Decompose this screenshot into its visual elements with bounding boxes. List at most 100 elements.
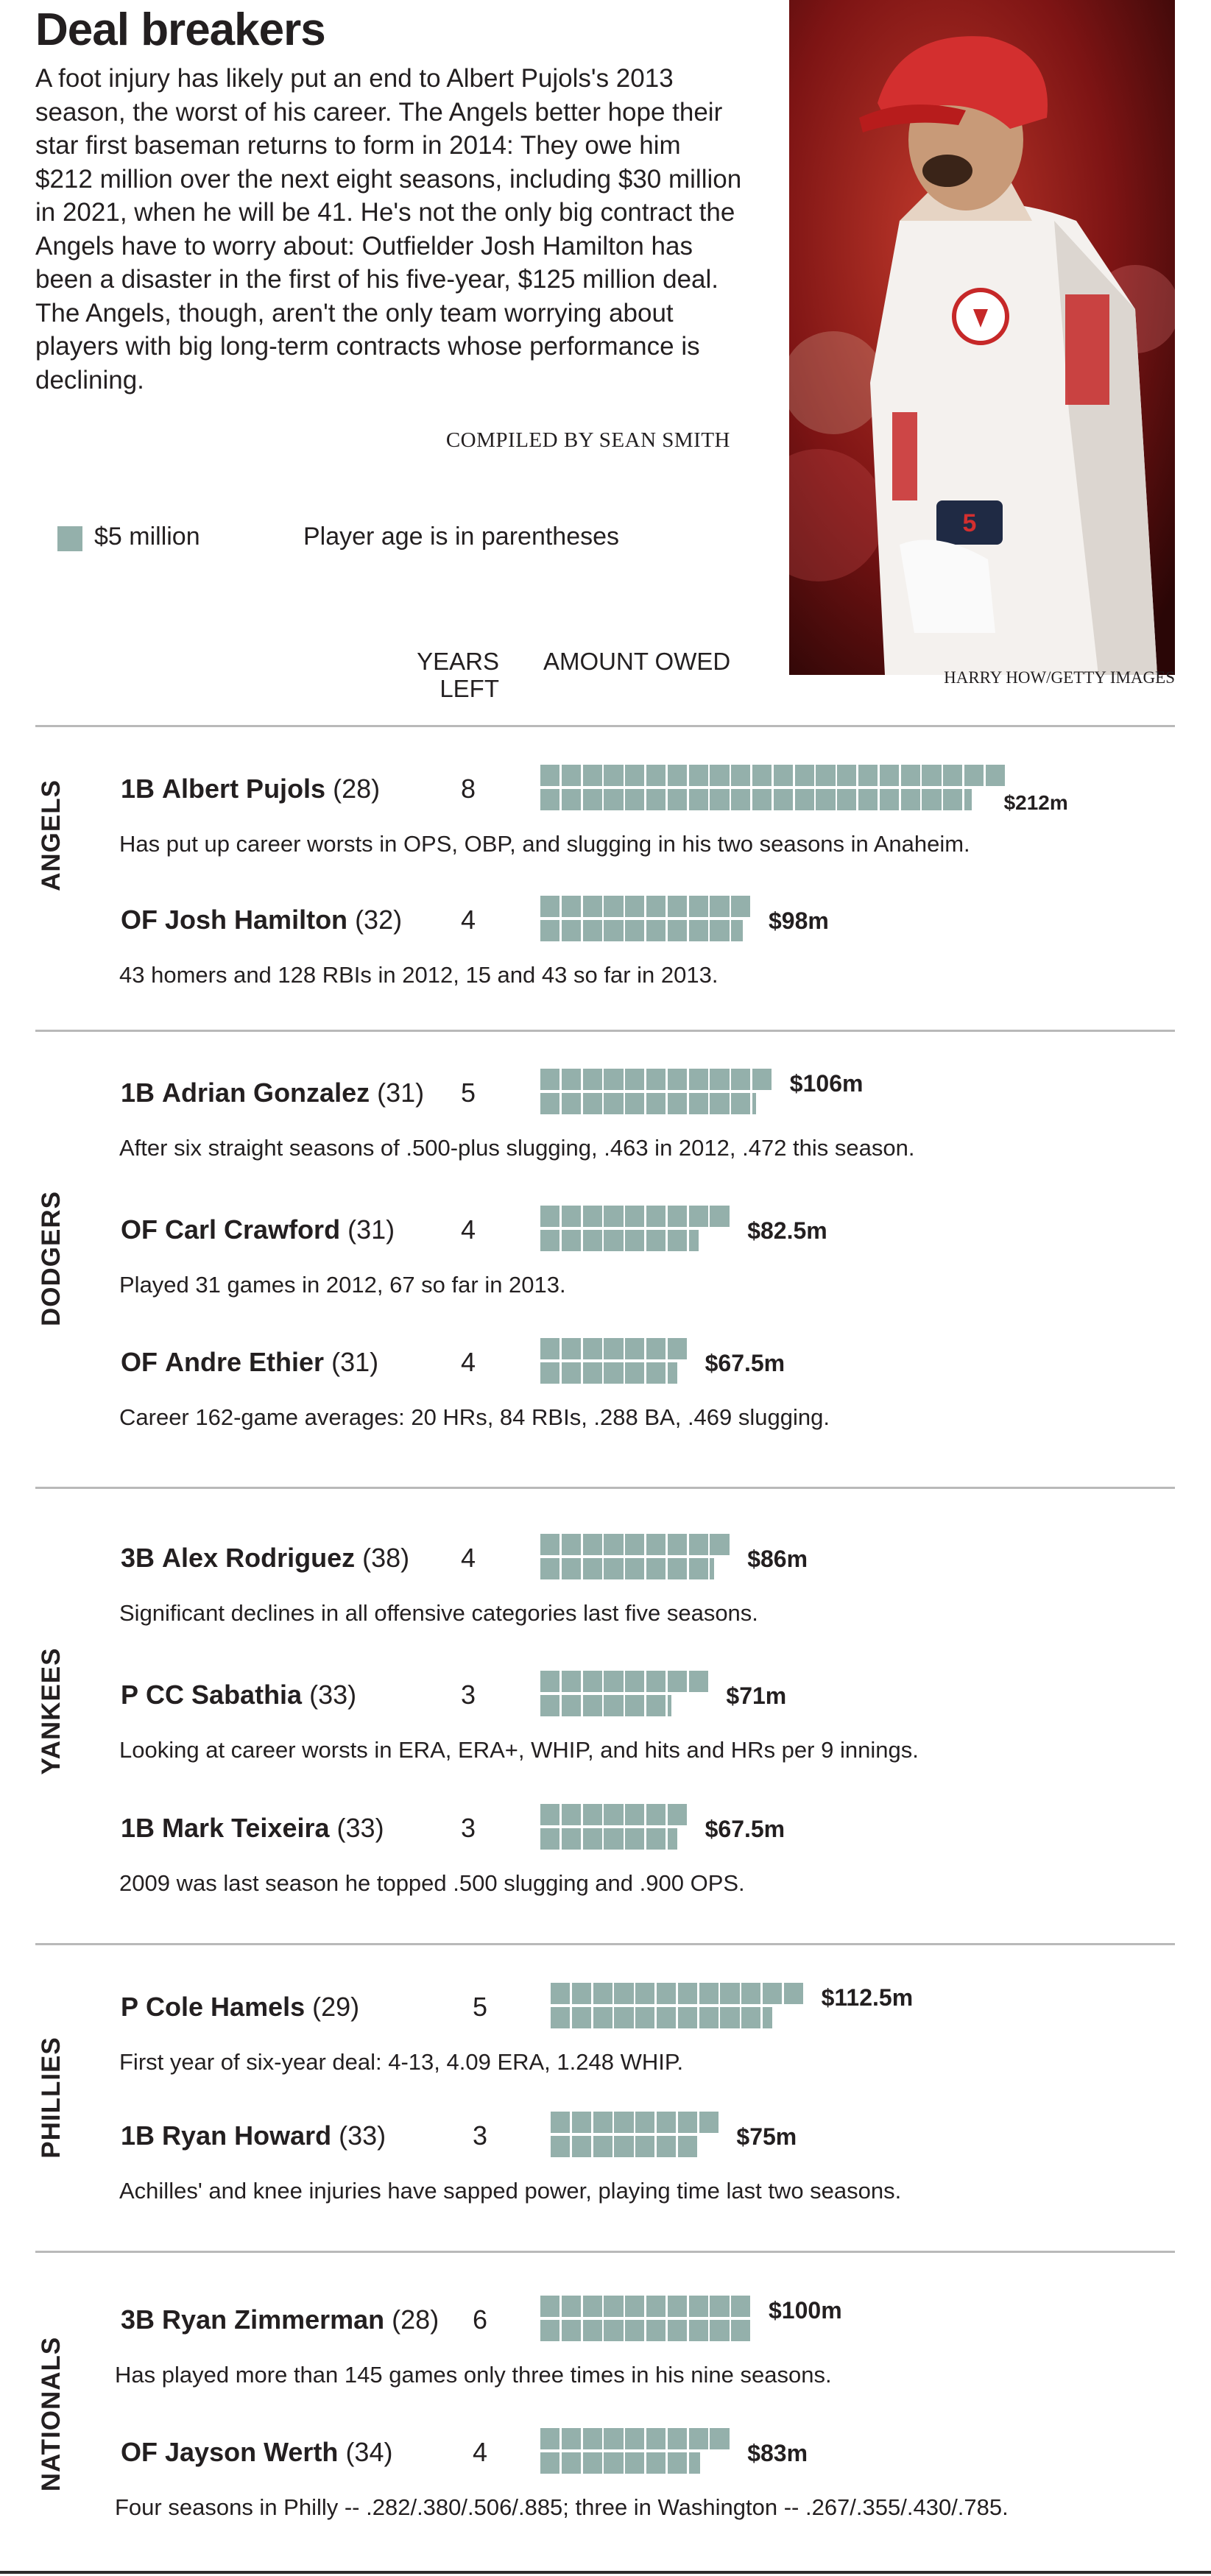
bar-block bbox=[540, 1230, 560, 1251]
bar-block bbox=[593, 2112, 612, 2133]
bar-block bbox=[657, 2112, 677, 2133]
bar-block bbox=[752, 1069, 772, 1090]
bar-block bbox=[582, 1534, 602, 1555]
bar-block bbox=[688, 2428, 708, 2449]
bar-block bbox=[731, 765, 751, 786]
bar-block bbox=[710, 2296, 730, 2317]
bar-block bbox=[688, 1069, 708, 1090]
player-label: P CC Sabathia (33) bbox=[121, 1680, 356, 1710]
bar-block bbox=[540, 896, 560, 917]
bar-block bbox=[625, 1534, 645, 1555]
bar-block bbox=[561, 920, 581, 941]
bar-block bbox=[561, 1362, 581, 1384]
player-age: (31) bbox=[331, 1347, 379, 1377]
player-note: 2009 was last season he topped .500 slug… bbox=[119, 1870, 745, 1896]
bar-block bbox=[646, 896, 666, 917]
bar-block bbox=[646, 920, 666, 941]
bar-block bbox=[816, 789, 836, 810]
bar-block bbox=[582, 2428, 602, 2449]
bar-block bbox=[561, 1069, 581, 1090]
bar-block bbox=[773, 789, 793, 810]
bar-block bbox=[731, 789, 751, 810]
bar-block bbox=[540, 1069, 560, 1090]
bar-block bbox=[688, 1093, 708, 1114]
player-age: (31) bbox=[377, 1078, 425, 1108]
bar-block bbox=[710, 896, 730, 917]
bar-block bbox=[646, 1828, 666, 1850]
player-age: (29) bbox=[312, 1992, 360, 2022]
bar-block bbox=[688, 789, 708, 810]
bar-block-partial bbox=[667, 1695, 672, 1716]
bar-block bbox=[646, 1695, 666, 1716]
player-photo: 5 bbox=[789, 0, 1175, 675]
bar-block bbox=[604, 1206, 624, 1227]
player-name: Ryan Howard bbox=[162, 2120, 332, 2151]
bar-block bbox=[943, 765, 963, 786]
bar-block bbox=[720, 1983, 740, 2004]
bar-block bbox=[688, 1534, 708, 1555]
bar-block bbox=[582, 1230, 602, 1251]
bar-block bbox=[667, 1671, 687, 1692]
bar-block bbox=[625, 1338, 645, 1359]
bar-block bbox=[561, 896, 581, 917]
bar-block bbox=[667, 1206, 687, 1227]
bar-block bbox=[604, 2296, 624, 2317]
bar-block bbox=[699, 1983, 719, 2004]
bar-block bbox=[646, 1804, 666, 1825]
bar-block bbox=[593, 1983, 612, 2004]
player-name: Andre Ethier bbox=[165, 1347, 325, 1377]
bar-block bbox=[582, 1093, 602, 1114]
bar-block bbox=[561, 1093, 581, 1114]
player-position: 3B bbox=[121, 2304, 155, 2335]
bar-block bbox=[540, 1828, 560, 1850]
bar-block bbox=[710, 2428, 730, 2449]
bar-block bbox=[625, 1695, 645, 1716]
bar-block bbox=[625, 1558, 645, 1579]
bar-block bbox=[710, 789, 730, 810]
bar-block bbox=[561, 2452, 581, 2474]
section-divider bbox=[35, 2251, 1175, 2253]
team-label: PHILLIES bbox=[37, 2037, 66, 2159]
bar-block bbox=[646, 1362, 666, 1384]
years-left-value: 4 bbox=[460, 1214, 476, 1245]
bar-block bbox=[582, 1828, 602, 1850]
bar-block bbox=[688, 2296, 708, 2317]
bar-block bbox=[837, 765, 857, 786]
bar-block bbox=[688, 896, 708, 917]
legend-block-swatch bbox=[57, 526, 82, 551]
player-note: Has played more than 145 games only thre… bbox=[115, 2362, 832, 2388]
years-left-value: 4 bbox=[460, 1543, 476, 1573]
bar-block bbox=[561, 2320, 581, 2341]
bar-block bbox=[667, 2452, 687, 2474]
column-header-amount-owed: AMOUNT OWED bbox=[543, 648, 731, 675]
bar-block bbox=[614, 2007, 634, 2028]
bar-block bbox=[677, 2136, 697, 2157]
bar-block bbox=[646, 2452, 666, 2474]
bar-block bbox=[582, 1338, 602, 1359]
bar-block bbox=[551, 1983, 571, 2004]
bar-block bbox=[635, 2112, 655, 2133]
bar-block bbox=[688, 920, 708, 941]
bar-block bbox=[625, 1093, 645, 1114]
player-position: 1B bbox=[121, 774, 155, 804]
player-note: First year of six-year deal: 4-13, 4.09 … bbox=[119, 2049, 684, 2075]
player-label: 3B Alex Rodriguez (38) bbox=[121, 1543, 409, 1574]
years-left-value: 5 bbox=[472, 1992, 488, 2022]
bar-block bbox=[625, 1804, 645, 1825]
bar-block bbox=[922, 765, 942, 786]
bar-block-partial bbox=[752, 1093, 757, 1114]
amount-owed-label: $86m bbox=[747, 1546, 808, 1572]
bar-block bbox=[604, 765, 624, 786]
bar-block bbox=[667, 2296, 687, 2317]
legend-label: $5 million bbox=[94, 523, 200, 551]
player-position: 1B bbox=[121, 1078, 155, 1108]
bar-block bbox=[551, 2136, 571, 2157]
bar-block bbox=[635, 1983, 655, 2004]
bar-block bbox=[551, 2007, 571, 2028]
bar-block bbox=[752, 789, 772, 810]
bar-block bbox=[540, 1534, 560, 1555]
bar-block bbox=[625, 1671, 645, 1692]
bar-block bbox=[604, 2428, 624, 2449]
bar-block bbox=[858, 789, 878, 810]
